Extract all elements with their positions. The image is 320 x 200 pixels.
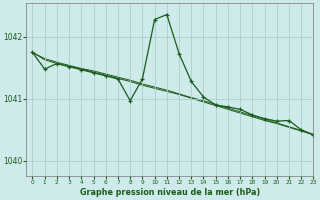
X-axis label: Graphe pression niveau de la mer (hPa): Graphe pression niveau de la mer (hPa) xyxy=(80,188,260,197)
